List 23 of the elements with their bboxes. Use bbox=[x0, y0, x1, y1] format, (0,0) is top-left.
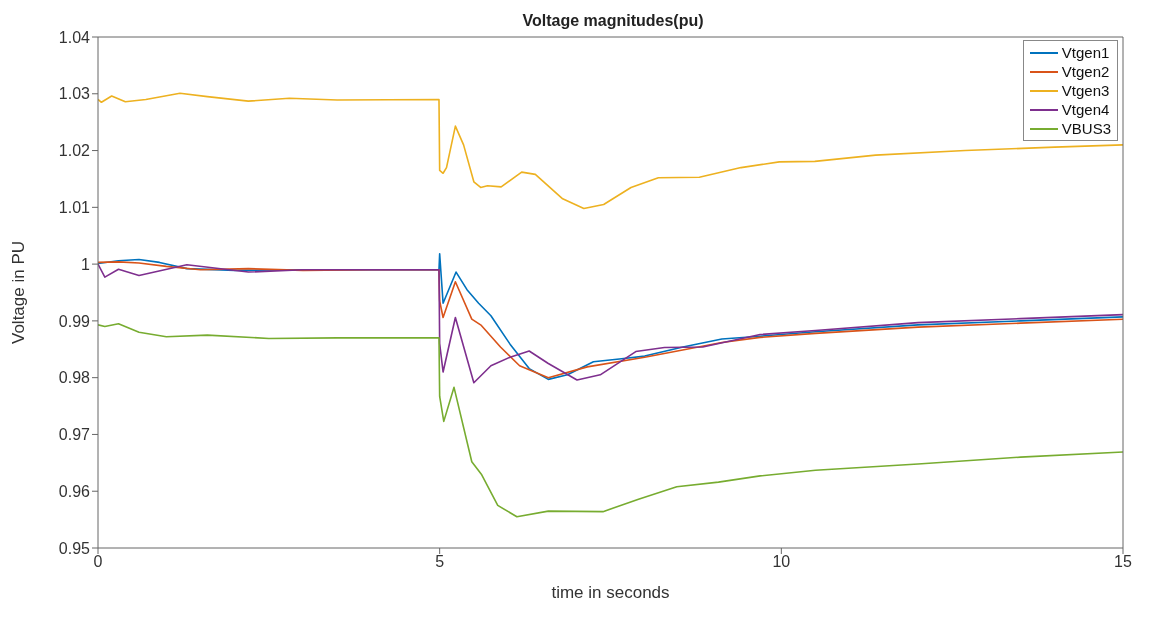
legend-label: Vtgen2 bbox=[1061, 62, 1110, 81]
legend-label: Vtgen1 bbox=[1061, 43, 1110, 62]
y-tick-label: 0.99 bbox=[58, 312, 91, 330]
y-tick-label: 0.98 bbox=[58, 369, 91, 387]
y-tick-label: 1 bbox=[81, 255, 91, 273]
y-tick-label: 1.01 bbox=[58, 199, 91, 217]
legend-label: VBUS3 bbox=[1061, 119, 1111, 138]
x-tick-label: 0 bbox=[93, 553, 103, 571]
x-tick-label: 15 bbox=[1114, 553, 1132, 571]
legend-label: Vtgen4 bbox=[1061, 100, 1110, 119]
x-tick-label: 10 bbox=[772, 553, 791, 571]
y-tick-label: 1.04 bbox=[58, 28, 91, 46]
legend-label: Vtgen3 bbox=[1061, 81, 1110, 100]
y-tick-label: 1.03 bbox=[58, 85, 91, 103]
y-tick-label: 0.97 bbox=[58, 426, 91, 444]
x-axis-title: time in seconds bbox=[551, 583, 670, 602]
line-series bbox=[98, 322, 1123, 518]
y-tick-label: 0.96 bbox=[58, 482, 91, 500]
chart-title: Voltage magnitudes(pu) bbox=[522, 12, 704, 29]
y-tick-label: 1.02 bbox=[58, 142, 91, 160]
y-axis-title: Voltage in PU bbox=[9, 240, 29, 345]
x-tick-label: 5 bbox=[435, 553, 445, 571]
y-tick-label: 0.95 bbox=[58, 539, 91, 557]
